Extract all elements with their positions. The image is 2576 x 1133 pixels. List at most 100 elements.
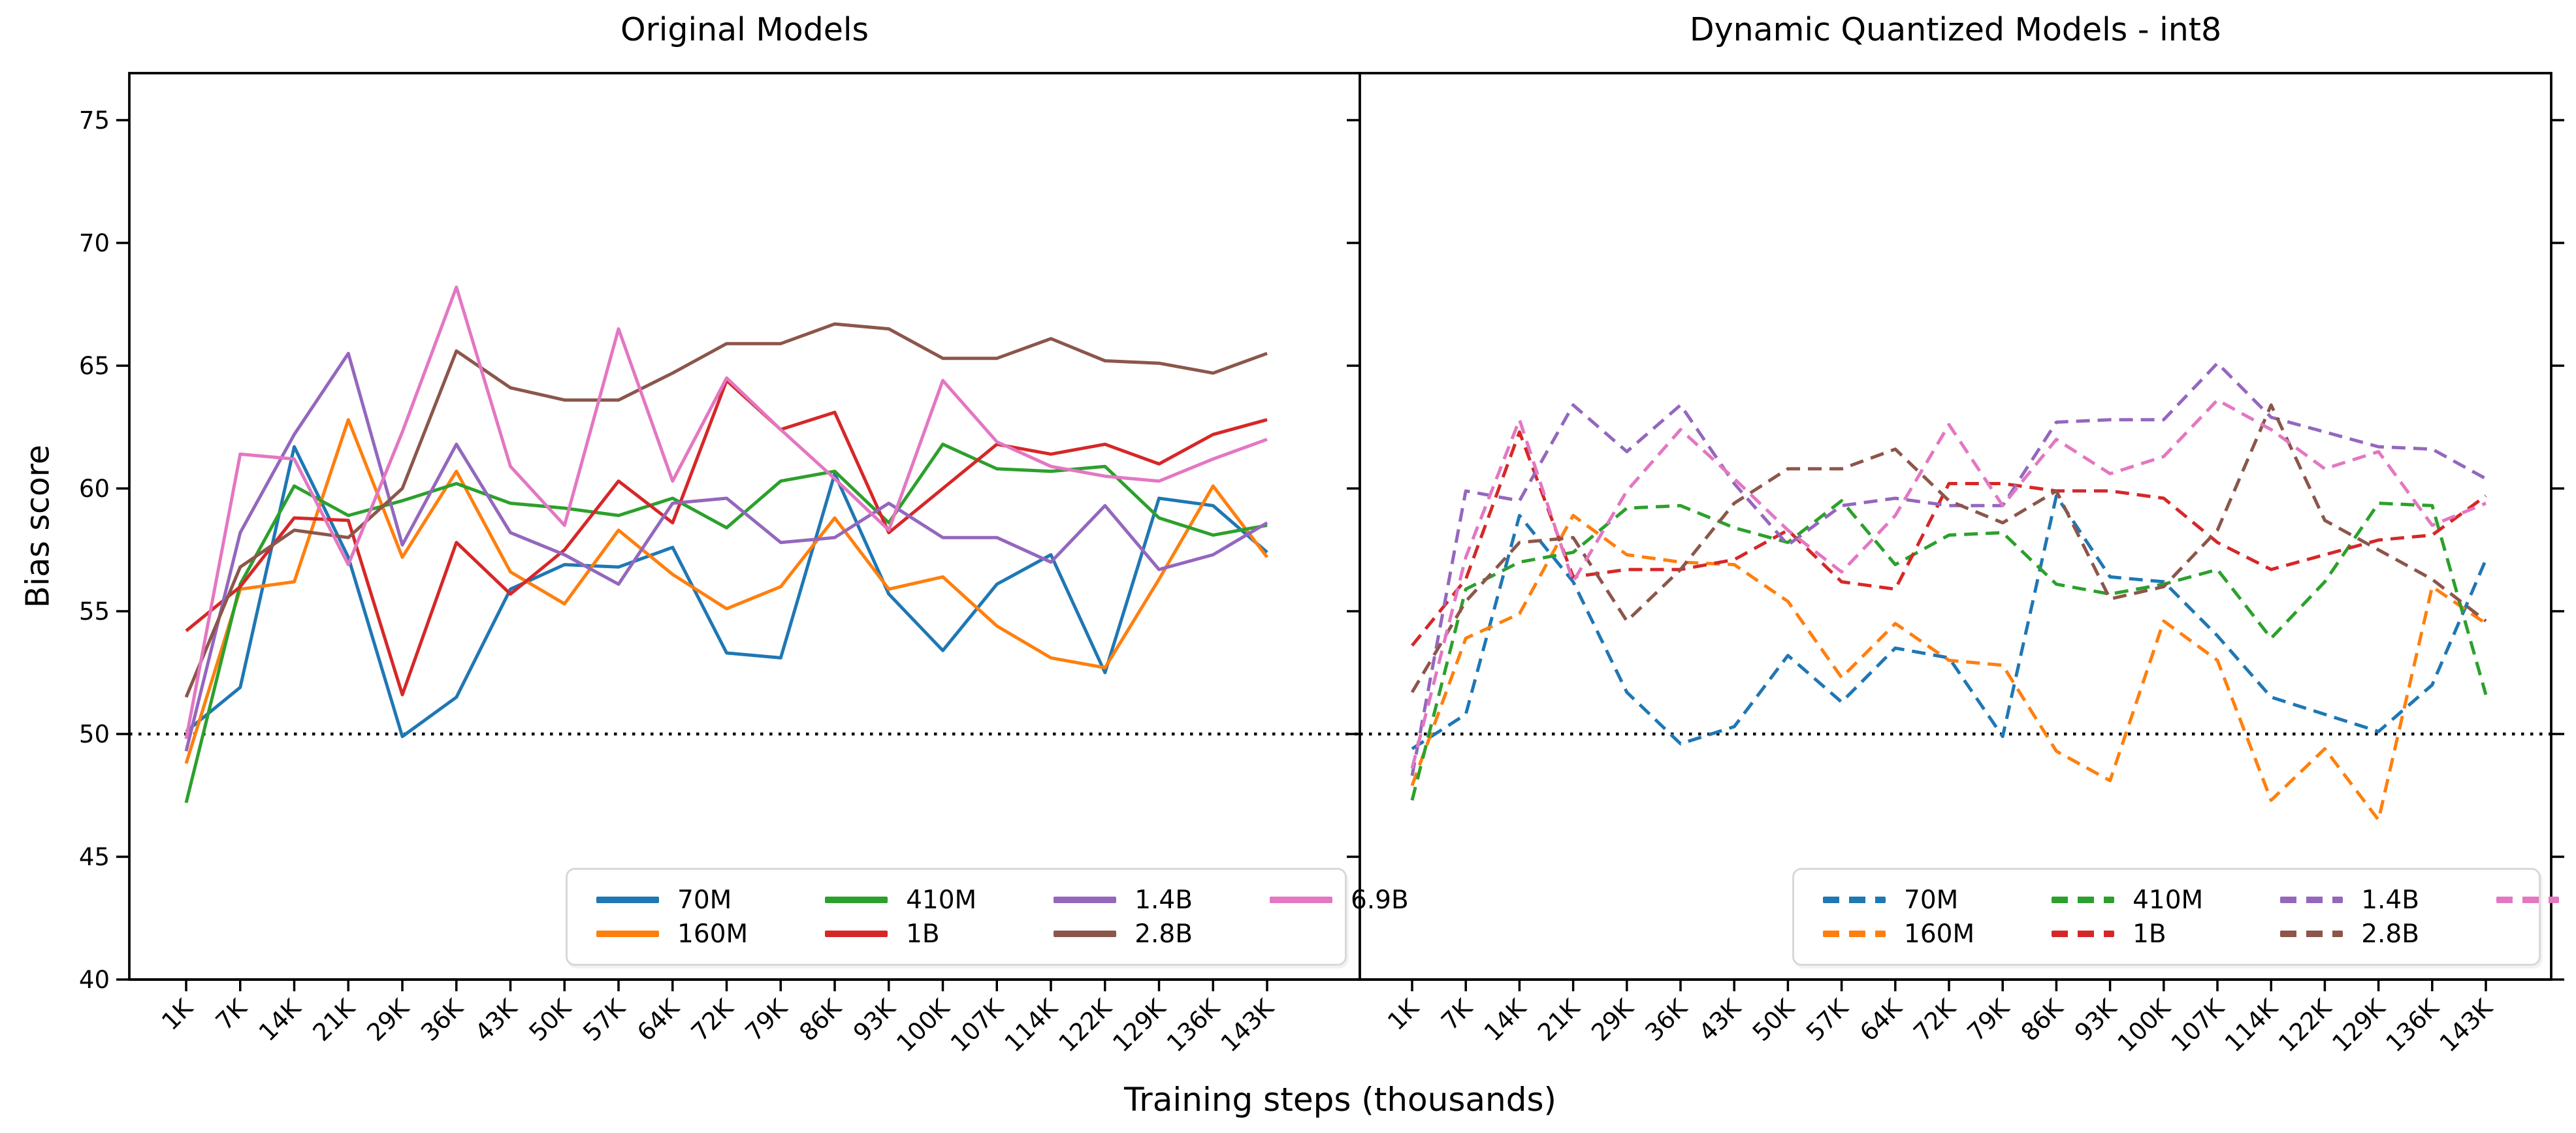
x-axis-label: Training steps (thousands) xyxy=(1123,1081,1557,1119)
series-line-70M-panel-0 xyxy=(185,445,1268,739)
panel-1-frame xyxy=(1359,72,2552,981)
y-tick-label: 60 xyxy=(79,475,110,503)
x-tick-label: 7K xyxy=(210,993,253,1036)
x-tick-label: 43K xyxy=(1694,993,1747,1047)
legend-item-1B: 1B xyxy=(2052,921,2203,947)
legend-swatch-410M xyxy=(825,897,888,903)
series-line-410M-panel-0 xyxy=(184,442,1268,803)
x-tick-label: 72K xyxy=(686,993,739,1047)
x-tick-label: 29K xyxy=(1586,993,1639,1047)
legend-swatch-1B xyxy=(2052,931,2115,937)
legend-label-410M: 410M xyxy=(906,885,977,915)
series-line-1.4B-panel-1 xyxy=(1410,361,2487,776)
x-tick-label: 86K xyxy=(2016,993,2069,1047)
legend-swatch-410M xyxy=(2052,897,2115,903)
legend-item-160M: 160M xyxy=(596,921,748,947)
x-tick-label: 1K xyxy=(156,993,199,1036)
series-line-6.9B-panel-0 xyxy=(184,285,1268,739)
x-tick-label: 114K xyxy=(999,993,1064,1058)
x-tick-label: 114K xyxy=(2219,993,2284,1058)
legend-item-410M: 410M xyxy=(2052,887,2203,913)
x-tick-label: 143K xyxy=(2434,993,2499,1058)
legend-label-1.4B: 1.4B xyxy=(2361,885,2419,915)
y-tick-label: 40 xyxy=(79,966,110,994)
legend-left-panel: 70M 160M 410M 1B 1.4B 2.8B 6.9B xyxy=(566,868,1409,966)
y-tick-label: 75 xyxy=(79,106,110,135)
series-line-70M-panel-1 xyxy=(1411,494,2488,750)
legend-label-1B: 1B xyxy=(906,919,940,949)
legend-swatch-1.4B xyxy=(1054,897,1117,903)
x-tick-label: 143K xyxy=(1216,993,1280,1058)
x-tick-label: 50K xyxy=(1747,993,1801,1047)
x-tick-label: 107K xyxy=(2166,993,2230,1058)
x-tick-label: 136K xyxy=(2381,993,2445,1058)
legend-swatch-2.8B xyxy=(1054,931,1117,937)
x-tick-label: 14K xyxy=(1479,993,1532,1047)
y-tick-label: 45 xyxy=(79,843,110,871)
x-tick-label: 129K xyxy=(2326,993,2391,1058)
x-tick-label: 50K xyxy=(524,993,577,1047)
legend-swatch-1B xyxy=(825,931,888,937)
x-tick-label: 14K xyxy=(253,993,307,1047)
x-tick-label: 72K xyxy=(1908,993,1961,1047)
x-tick-label: 57K xyxy=(1801,993,1854,1047)
legend-swatch-160M xyxy=(1823,931,1886,937)
legend-label-410M: 410M xyxy=(2133,885,2204,915)
x-tick-label: 79K xyxy=(1962,993,2016,1047)
x-tick-label: 64K xyxy=(632,993,685,1047)
legend-item-1B: 1B xyxy=(825,921,976,947)
x-tick-label: 1K xyxy=(1382,993,1425,1036)
series-line-410M-panel-1 xyxy=(1410,499,2488,801)
y-axis-label: Bias score xyxy=(19,444,57,609)
legend-item-2.8B: 2.8B xyxy=(2280,921,2419,947)
legend-label-2.8B: 2.8B xyxy=(1135,919,1193,949)
legend-swatch-2.8B xyxy=(2280,931,2343,937)
series-line-1B-panel-1 xyxy=(1411,430,2487,647)
series-line-160M-panel-0 xyxy=(184,418,1268,764)
legend-swatch-6.9B xyxy=(1269,897,1332,903)
series-line-6.9B-panel-1 xyxy=(1410,398,2487,769)
x-tick-label: 7K xyxy=(1436,993,1478,1036)
x-tick-label: 122K xyxy=(2273,993,2338,1058)
legend-swatch-70M xyxy=(596,897,659,903)
legend-item-70M: 70M xyxy=(596,887,748,913)
x-tick-label: 64K xyxy=(1854,993,1908,1047)
x-tick-label: 136K xyxy=(1161,993,1226,1058)
legend-item-6.9B: 6.9B xyxy=(1269,885,1409,915)
y-tick-label: 65 xyxy=(79,352,110,380)
y-tick-label: 70 xyxy=(79,229,110,257)
legend-label-160M: 160M xyxy=(677,919,749,949)
legend-swatch-6.9B xyxy=(2496,897,2559,903)
legend-swatch-70M xyxy=(1823,897,1886,903)
left-panel-title: Original Models xyxy=(620,11,869,48)
legend-item-1.4B: 1.4B xyxy=(2280,887,2419,913)
x-tick-label: 100K xyxy=(2112,993,2177,1058)
legend-label-2.8B: 2.8B xyxy=(2361,919,2419,949)
legend-label-6.9B: 6.9B xyxy=(1350,885,1409,915)
legend-label-1B: 1B xyxy=(2133,919,2166,949)
y-tick-label: 55 xyxy=(79,598,110,626)
x-tick-label: 129K xyxy=(1107,993,1172,1058)
x-tick-label: 21K xyxy=(308,993,361,1047)
series-line-2.8B-panel-1 xyxy=(1410,403,2487,694)
series-line-1.4B-panel-0 xyxy=(184,351,1268,752)
legend-label-70M: 70M xyxy=(1904,885,1959,915)
legend-swatch-160M xyxy=(596,931,659,937)
x-tick-label: 43K xyxy=(470,993,523,1047)
x-tick-label: 79K xyxy=(740,993,794,1047)
legend-item-410M: 410M xyxy=(825,887,976,913)
legend-item-2.8B: 2.8B xyxy=(1054,921,1193,947)
y-tick-label: 50 xyxy=(79,720,110,748)
x-tick-label: 21K xyxy=(1532,993,1586,1047)
x-tick-label: 36K xyxy=(415,993,469,1047)
legend-item-160M: 160M xyxy=(1823,921,1974,947)
x-tick-label: 122K xyxy=(1054,993,1118,1058)
legend-label-70M: 70M xyxy=(677,885,732,915)
x-tick-label: 29K xyxy=(361,993,415,1047)
legend-label-160M: 160M xyxy=(1904,919,1975,949)
x-tick-label: 107K xyxy=(945,993,1010,1058)
legend-item-6.9B: 6.9B xyxy=(2496,887,2576,913)
legend-label-1.4B: 1.4B xyxy=(1135,885,1193,915)
